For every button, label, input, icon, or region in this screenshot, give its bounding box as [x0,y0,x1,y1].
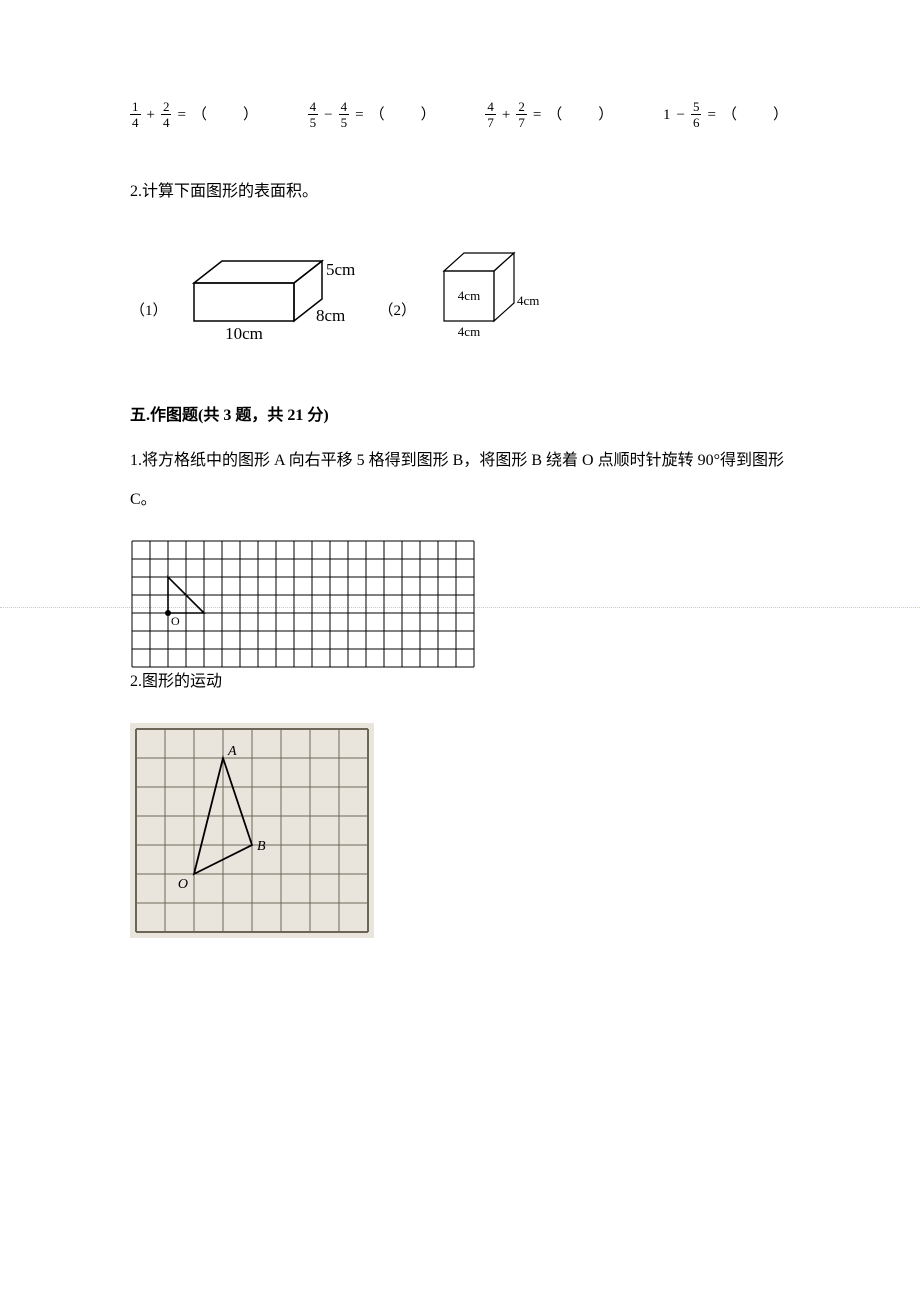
denominator: 7 [516,115,527,129]
svg-text:10cm: 10cm [225,324,263,343]
numerator: 1 [130,100,141,115]
numerator: 4 [339,100,350,115]
equation-3: 4 7 + 2 7 = （ ） [485,100,615,129]
numerator: 5 [691,100,702,115]
denominator: 7 [485,115,496,129]
denominator: 4 [161,115,172,129]
fraction: 2 7 [516,100,527,129]
svg-text:8cm: 8cm [316,306,345,325]
answer-blank: （ ） [192,103,260,127]
fraction: 4 7 [485,100,496,129]
grid-figure-2: A B O [130,723,374,938]
svg-text:O: O [178,877,188,892]
svg-text:5cm: 5cm [326,260,355,279]
operator: + [147,103,155,127]
cube-figure: 4cm 4cm 4cm [434,233,554,343]
svg-text:A: A [227,744,237,759]
equation-1: 1 4 + 2 4 = （ ） [130,100,260,129]
equals: = [533,103,541,127]
question-5-2-text: 2.图形的运动 [130,669,790,695]
operator: − [324,103,332,127]
fraction: 2 4 [161,100,172,129]
figure-1-label: （1） [130,299,168,343]
equation-row: 1 4 + 2 4 = （ ） 4 5 − 4 5 = （ ） [130,100,790,129]
fraction: 4 5 [308,100,319,129]
answer-blank: （ ） [370,103,438,127]
figure-2-label: （2） [379,299,417,343]
equals: = [707,103,715,127]
equals: = [177,103,185,127]
grid-figure-1: O [130,539,476,669]
operator: + [502,103,510,127]
numerator: 4 [485,100,496,115]
svg-text:4cm: 4cm [517,293,539,308]
denominator: 4 [130,115,141,129]
fraction: 5 6 [691,100,702,129]
numerator: 4 [308,100,319,115]
svg-text:4cm: 4cm [458,324,480,339]
equals: = [355,103,363,127]
section-5-title: 五.作图题(共 3 题，共 21 分) [130,403,790,429]
denominator: 6 [691,115,702,129]
denominator: 5 [308,115,319,129]
svg-text:4cm: 4cm [458,288,480,303]
fraction: 1 4 [130,100,141,129]
whole-number: 1 [663,103,671,127]
svg-text:O: O [171,614,180,628]
denominator: 5 [339,115,350,129]
question-5-1-text: 1.将方格纸中的图形 A 向右平移 5 格得到图形 B，将图形 B 绕着 O 点… [130,442,790,519]
operator: − [677,103,685,127]
numerator: 2 [516,100,527,115]
answer-blank: （ ） [547,103,615,127]
figures-row: （1） 5cm 8cm 10cm （2） 4cm 4cm 4cm [130,233,790,343]
equation-2: 4 5 − 4 5 = （ ） [308,100,438,129]
question-2-text: 2.计算下面图形的表面积。 [130,179,790,205]
equation-4: 1 − 5 6 = （ ） [663,100,790,129]
numerator: 2 [161,100,172,115]
fraction: 4 5 [339,100,350,129]
svg-text:B: B [257,839,266,854]
cuboid-figure: 5cm 8cm 10cm [186,233,361,343]
answer-blank: （ ） [722,103,790,127]
